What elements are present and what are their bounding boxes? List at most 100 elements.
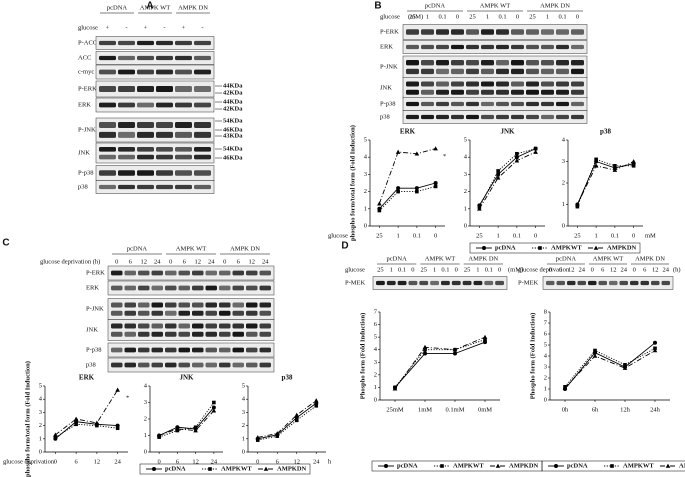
band — [205, 302, 217, 308]
y-tick-label: 0 — [144, 448, 147, 455]
treatment-value: 0 — [576, 13, 579, 20]
band — [99, 122, 116, 128]
x-tick-label: 1mM — [418, 406, 432, 413]
x-tick-label: 25 — [476, 232, 483, 239]
row-label: P-MEK — [345, 279, 366, 286]
treatment-value: 12 — [568, 266, 575, 273]
band — [451, 60, 464, 66]
legend-marker — [665, 463, 671, 468]
y-tick-label: 1 — [144, 432, 147, 439]
band — [138, 302, 150, 308]
band — [556, 44, 569, 50]
treatment-value: 0 — [549, 266, 552, 273]
y-axis-label: Phospho form (Fold Induction) — [359, 313, 366, 400]
band — [99, 69, 116, 75]
band — [495, 280, 504, 286]
band — [526, 29, 539, 35]
treatment-units: (mM) — [408, 13, 423, 20]
blot-strip — [402, 110, 588, 124]
data-point — [414, 186, 419, 191]
band — [156, 170, 173, 176]
band — [151, 331, 163, 337]
y-tick-label: 0 — [544, 396, 547, 403]
x-tick-label: 0 — [434, 232, 437, 239]
band — [436, 68, 449, 75]
y-tick-label: 0 — [464, 222, 467, 229]
data-point — [53, 432, 58, 437]
column-header: AMPK DN — [178, 4, 208, 11]
band — [571, 114, 584, 120]
axes — [379, 312, 500, 401]
treatment-value: 0.1 — [438, 13, 446, 20]
row-label: c-myc — [78, 68, 94, 75]
band — [496, 68, 509, 75]
legend-label: AMPKDN — [277, 465, 307, 472]
band — [118, 147, 135, 152]
treatment-value: 1 — [486, 13, 489, 20]
band — [175, 122, 192, 128]
data-point — [396, 186, 401, 191]
band — [219, 331, 231, 337]
band — [259, 362, 271, 368]
legend-marker — [263, 466, 269, 471]
data-point — [453, 351, 457, 356]
row-label: ERK — [380, 43, 393, 50]
band — [175, 55, 192, 61]
band — [651, 280, 660, 286]
band — [511, 60, 524, 66]
band — [419, 280, 429, 286]
y-tick-label: 7 — [374, 308, 378, 315]
y-tick-label: 7 — [544, 319, 548, 326]
y-axis-label: Phospho form (Fold Induction) — [529, 313, 536, 400]
column-header: AMPK WT — [176, 245, 206, 252]
treatment-value: 12 — [652, 266, 659, 273]
band — [137, 40, 154, 46]
x-tick-label: 6 — [176, 458, 180, 465]
data-point — [156, 433, 162, 438]
band — [541, 114, 554, 120]
band — [436, 60, 449, 66]
band — [541, 29, 554, 35]
band — [466, 44, 479, 50]
x-tick-label: 0mM — [478, 406, 492, 413]
band — [118, 86, 135, 92]
band — [406, 60, 419, 66]
data-point — [314, 404, 319, 408]
band — [577, 280, 586, 286]
band — [436, 29, 449, 35]
panel-label: D — [341, 241, 348, 252]
treatment-value: 0 — [411, 266, 414, 273]
y-tick-label: 1 — [242, 435, 245, 442]
band — [156, 102, 173, 108]
y-tick-label: 5 — [464, 136, 467, 143]
x-tick-label: 0 — [54, 458, 57, 465]
treatment-label: glucose deprivation (h) — [40, 258, 100, 265]
data-point — [652, 348, 658, 353]
data-point — [211, 408, 217, 413]
band — [541, 89, 554, 95]
y-tick-label: 5 — [374, 334, 377, 341]
band — [156, 184, 173, 190]
band — [194, 184, 211, 190]
band — [541, 60, 554, 66]
data-point — [73, 416, 79, 421]
legend-label: AMPKDN — [679, 462, 685, 469]
band — [481, 101, 494, 107]
x-axis-label: glucose deprivation — [3, 458, 55, 465]
band — [451, 114, 464, 120]
band — [124, 270, 136, 276]
band — [259, 285, 271, 291]
band — [99, 86, 116, 92]
band — [99, 40, 116, 46]
band — [481, 29, 494, 35]
band — [138, 270, 150, 276]
column-header: AMPK DN — [468, 255, 498, 262]
band — [511, 89, 524, 95]
band — [192, 302, 204, 308]
y-tick-label: 2 — [464, 188, 467, 195]
band — [526, 114, 539, 120]
treatment-value: 6 — [237, 258, 241, 265]
band — [386, 280, 396, 286]
band — [165, 302, 177, 308]
band — [511, 44, 524, 50]
